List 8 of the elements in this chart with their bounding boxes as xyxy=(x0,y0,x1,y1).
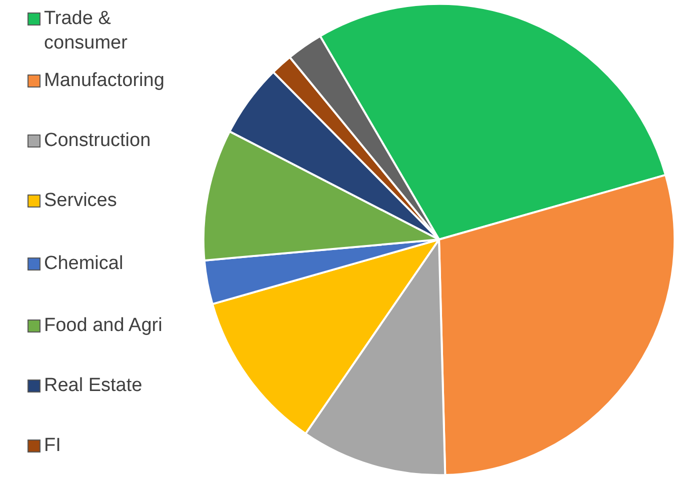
legend-label: Construction xyxy=(44,130,151,151)
legend-label: Food and Agri xyxy=(44,315,162,336)
legend-label: FI xyxy=(44,435,61,456)
legend-label: Manufactoring xyxy=(44,70,164,91)
legend-label: Chemical xyxy=(44,253,124,274)
legend-label: Services xyxy=(44,190,117,211)
legend-label: Trade & consumer xyxy=(44,8,128,54)
legend-label: Real Estate xyxy=(44,375,142,396)
